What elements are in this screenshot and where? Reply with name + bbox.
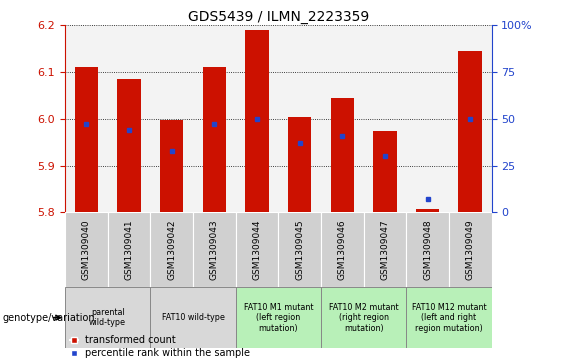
Bar [279,25,321,212]
Text: GSM1309044: GSM1309044 [253,219,262,280]
Legend: transformed count, percentile rank within the sample: transformed count, percentile rank withi… [70,335,250,358]
Title: GDS5439 / ILMN_2223359: GDS5439 / ILMN_2223359 [188,11,369,24]
Text: FAT10 M1 mutant
(left region
mutation): FAT10 M1 mutant (left region mutation) [244,303,313,333]
Text: genotype/variation: genotype/variation [3,313,95,323]
Bar [193,212,236,287]
Text: GSM1309045: GSM1309045 [295,219,304,280]
Bar [321,287,406,348]
Bar [416,209,440,212]
Bar [279,212,321,287]
Bar [449,212,492,287]
Text: GSM1309040: GSM1309040 [82,219,91,280]
Bar [202,68,226,212]
Text: FAT10 wild-type: FAT10 wild-type [162,313,224,322]
Bar [364,212,406,287]
Bar [193,25,236,212]
Bar [150,212,193,287]
Bar [65,212,107,287]
Bar [364,25,406,212]
Text: FAT10 M12 mutant
(left and right
region mutation): FAT10 M12 mutant (left and right region … [411,303,486,333]
Bar [321,212,364,287]
Bar [75,68,98,212]
Bar [160,120,184,212]
Bar [288,117,311,212]
Bar [150,25,193,212]
Bar [449,25,492,212]
Bar [117,79,141,212]
Bar [245,30,269,212]
Text: GSM1309046: GSM1309046 [338,219,347,280]
Text: GSM1309043: GSM1309043 [210,219,219,280]
Bar [150,287,236,348]
Bar [406,25,449,212]
Bar [236,212,278,287]
Bar [65,287,150,348]
Bar [373,131,397,212]
Bar [107,25,150,212]
Text: GSM1309049: GSM1309049 [466,219,475,280]
Bar [236,25,278,212]
Bar [236,287,321,348]
Bar [406,287,492,348]
Bar [406,212,449,287]
Text: GSM1309042: GSM1309042 [167,219,176,280]
Bar [321,25,364,212]
Bar [107,212,150,287]
Bar [458,51,482,212]
Bar [331,98,354,212]
Text: parental
wild-type: parental wild-type [89,308,126,327]
Text: FAT10 M2 mutant
(right region
mutation): FAT10 M2 mutant (right region mutation) [329,303,398,333]
Bar [65,25,107,212]
Text: GSM1309041: GSM1309041 [124,219,133,280]
Text: GSM1309047: GSM1309047 [380,219,389,280]
Text: GSM1309048: GSM1309048 [423,219,432,280]
